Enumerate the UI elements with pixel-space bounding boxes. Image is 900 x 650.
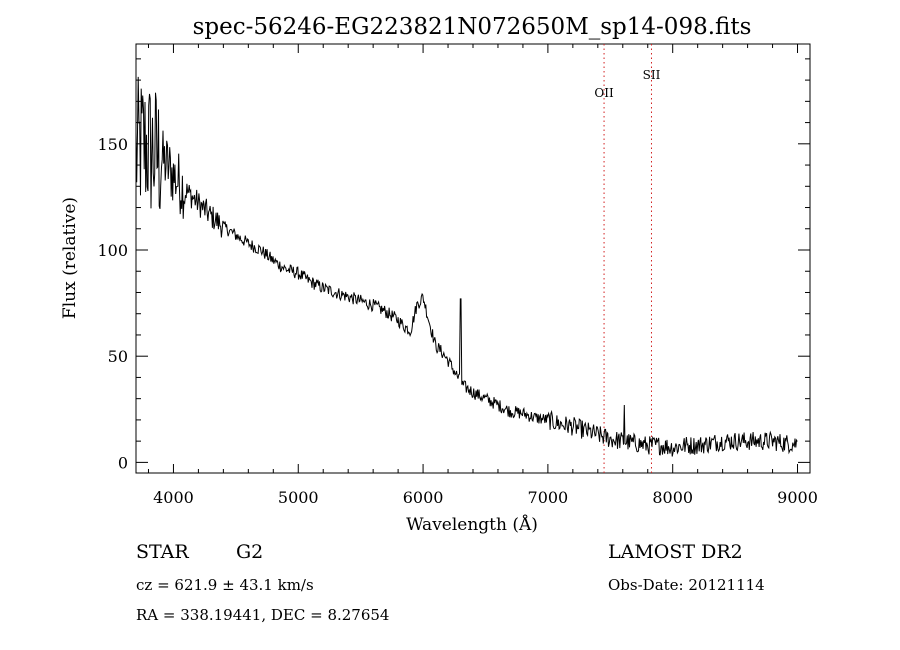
y-axis-label: Flux (relative) <box>60 197 80 319</box>
object-subclass: G2 <box>236 541 263 563</box>
y-tick-label: 100 <box>97 241 128 260</box>
coordinates: RA = 338.19441, DEC = 8.27654 <box>136 606 389 624</box>
spectral-line-label: SII <box>643 68 661 82</box>
ticks-layer: 4000 5000 6000 7000 8000 9000 0 50 100 150 <box>97 44 818 507</box>
x-tick-label: 5000 <box>278 488 319 507</box>
plot-area: OII SII 4000 5000 6000 7000 8000 9000 0 50 100 150 <box>97 43 818 507</box>
y-tick-label: 50 <box>108 347 128 366</box>
series-layer <box>135 76 798 457</box>
redshift-velocity: cz = 621.9 ± 43.1 km/s <box>136 576 314 594</box>
x-axis-label: Wavelength (Å) <box>406 514 538 535</box>
survey-name: LAMOST DR2 <box>608 541 743 563</box>
x-tick-label: 6000 <box>403 488 444 507</box>
y-tick-label: 0 <box>118 453 128 472</box>
plot-frame <box>135 43 811 474</box>
spectrum-series-line <box>135 76 798 457</box>
x-tick-label: 7000 <box>528 488 569 507</box>
y-tick-label: 150 <box>97 135 128 154</box>
spectral-lines: OII SII <box>594 44 661 473</box>
chart-title: spec-56246-EG223821N072650M_sp14-098.fit… <box>193 14 752 40</box>
x-tick-label: 4000 <box>153 488 194 507</box>
x-tick-label: 9000 <box>777 488 818 507</box>
spectral-line-label: OII <box>594 86 614 100</box>
object-class: STAR <box>136 541 189 563</box>
x-tick-label: 8000 <box>652 488 693 507</box>
observation-date: Obs-Date: 20121114 <box>608 576 765 594</box>
